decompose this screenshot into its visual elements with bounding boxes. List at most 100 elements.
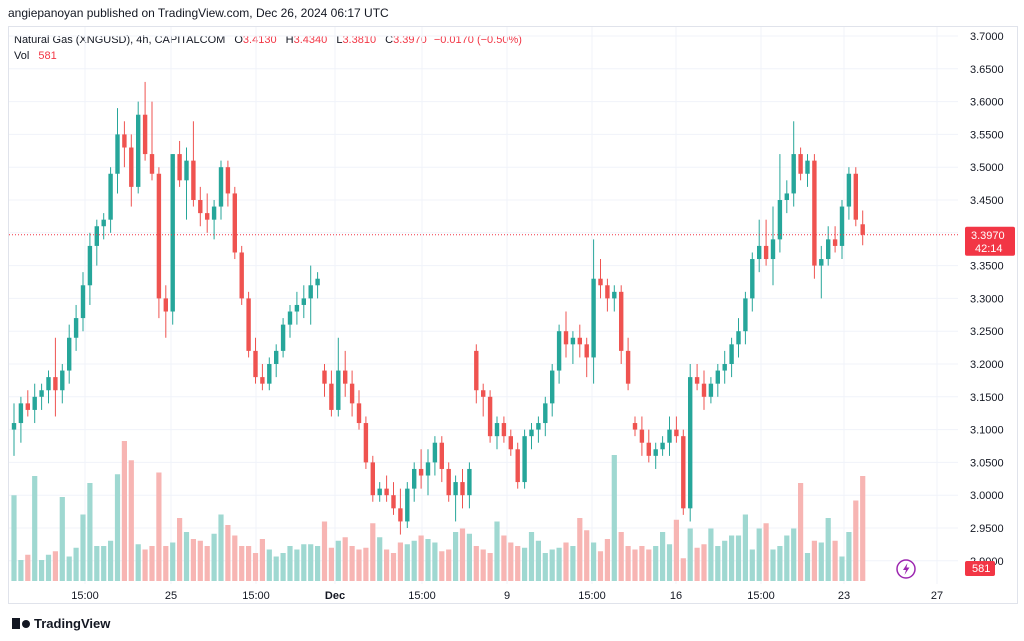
candle-body bbox=[832, 239, 838, 246]
candle bbox=[80, 272, 86, 332]
volume-bar bbox=[101, 546, 107, 581]
candle-body bbox=[370, 462, 375, 496]
candle-body bbox=[529, 429, 534, 437]
volume-bar bbox=[335, 540, 341, 581]
volume-bar bbox=[798, 483, 804, 581]
time-tick-label: 23 bbox=[838, 590, 850, 602]
candle bbox=[425, 449, 431, 496]
candle bbox=[688, 364, 693, 522]
candle bbox=[743, 291, 748, 345]
candle-body bbox=[149, 154, 155, 174]
volume-bar bbox=[832, 540, 838, 581]
candle-body bbox=[494, 423, 500, 437]
volume-bar bbox=[301, 544, 307, 581]
candle-body bbox=[136, 114, 141, 187]
volume-bar bbox=[673, 519, 679, 581]
candle-body bbox=[791, 154, 796, 194]
candle-body bbox=[591, 278, 596, 358]
volume-bar bbox=[190, 539, 196, 581]
volume-bar bbox=[639, 546, 645, 581]
candle-body bbox=[853, 173, 858, 220]
symbol-label[interactable]: Natural Gas (XNGUSD), 4h, CAPITALCOM bbox=[14, 34, 226, 46]
volume-bar bbox=[508, 542, 514, 581]
candle-body bbox=[205, 213, 210, 220]
volume-bar bbox=[32, 476, 38, 581]
candle-body bbox=[522, 436, 527, 483]
volume-bar bbox=[225, 525, 231, 581]
volume-bar bbox=[480, 549, 486, 581]
candle-body bbox=[301, 298, 306, 305]
candle-body bbox=[722, 364, 727, 371]
volume-tag-value: 581 bbox=[972, 563, 990, 575]
candle bbox=[218, 160, 224, 220]
volume-bar bbox=[473, 546, 479, 581]
volume-bar bbox=[170, 542, 176, 581]
chart-frame[interactable] bbox=[8, 26, 1018, 604]
volume-bar bbox=[246, 546, 252, 581]
volume-bar bbox=[432, 542, 438, 581]
footer-brand[interactable]: TradingView bbox=[12, 616, 110, 631]
candle bbox=[481, 383, 486, 417]
time-tick-label: Dec bbox=[325, 590, 345, 602]
candle bbox=[653, 442, 658, 469]
volume-bar bbox=[577, 518, 583, 581]
candle-body bbox=[487, 396, 493, 437]
candle-body bbox=[260, 377, 265, 384]
volume-bar bbox=[784, 535, 790, 581]
candle-body bbox=[115, 134, 120, 174]
candle-body bbox=[211, 206, 217, 220]
volume-bar bbox=[818, 542, 824, 581]
candle-body bbox=[570, 337, 576, 345]
candle-body bbox=[425, 462, 431, 476]
time-tick-label: 25 bbox=[165, 590, 177, 602]
candle bbox=[329, 370, 334, 417]
candle bbox=[563, 311, 569, 358]
candle bbox=[356, 390, 362, 430]
candle bbox=[550, 364, 555, 417]
candle-body bbox=[819, 259, 824, 266]
candle bbox=[260, 364, 265, 391]
candle-body bbox=[25, 403, 30, 410]
volume-bar bbox=[763, 523, 769, 581]
candle bbox=[763, 219, 769, 266]
candle-body bbox=[598, 278, 603, 286]
candle bbox=[280, 318, 286, 358]
volume-bar bbox=[646, 549, 652, 581]
time-tick-label: 15:00 bbox=[747, 590, 775, 602]
volume-bar bbox=[87, 483, 93, 581]
volume-bar bbox=[149, 546, 155, 581]
publisher-line: angiepanoyan published on TradingView.co… bbox=[8, 6, 389, 20]
price-tick-label: 2.9500 bbox=[970, 523, 1004, 535]
volume-bar bbox=[114, 474, 121, 581]
volume-bar bbox=[446, 549, 452, 581]
candle-body bbox=[743, 298, 748, 332]
volume-bar bbox=[321, 521, 328, 581]
volume-bar bbox=[777, 546, 783, 581]
candle-body bbox=[784, 193, 789, 200]
volume-bar bbox=[839, 556, 845, 581]
candle-body bbox=[108, 173, 113, 220]
candle bbox=[46, 370, 51, 404]
volume-bar bbox=[528, 532, 535, 581]
legend-row-price: Natural Gas (XNGUSD), 4h, CAPITALCOM O3.… bbox=[14, 32, 522, 48]
volume-bar bbox=[680, 558, 686, 581]
candle-body bbox=[177, 154, 182, 181]
candle bbox=[73, 304, 79, 351]
candle-body bbox=[363, 423, 369, 463]
candle bbox=[446, 462, 451, 502]
candle-body bbox=[715, 370, 720, 384]
volume-bar bbox=[729, 535, 735, 581]
volume-bar bbox=[804, 553, 811, 581]
candle bbox=[729, 337, 734, 378]
lightning-icon[interactable] bbox=[896, 559, 916, 579]
candle-body bbox=[625, 350, 631, 384]
candle bbox=[474, 344, 479, 404]
volume-bar bbox=[197, 540, 203, 581]
candle bbox=[625, 337, 631, 391]
volume-bar bbox=[66, 556, 72, 581]
candle bbox=[715, 364, 720, 397]
candle-body bbox=[315, 278, 320, 286]
candle bbox=[301, 285, 306, 319]
candle-body bbox=[46, 377, 51, 391]
